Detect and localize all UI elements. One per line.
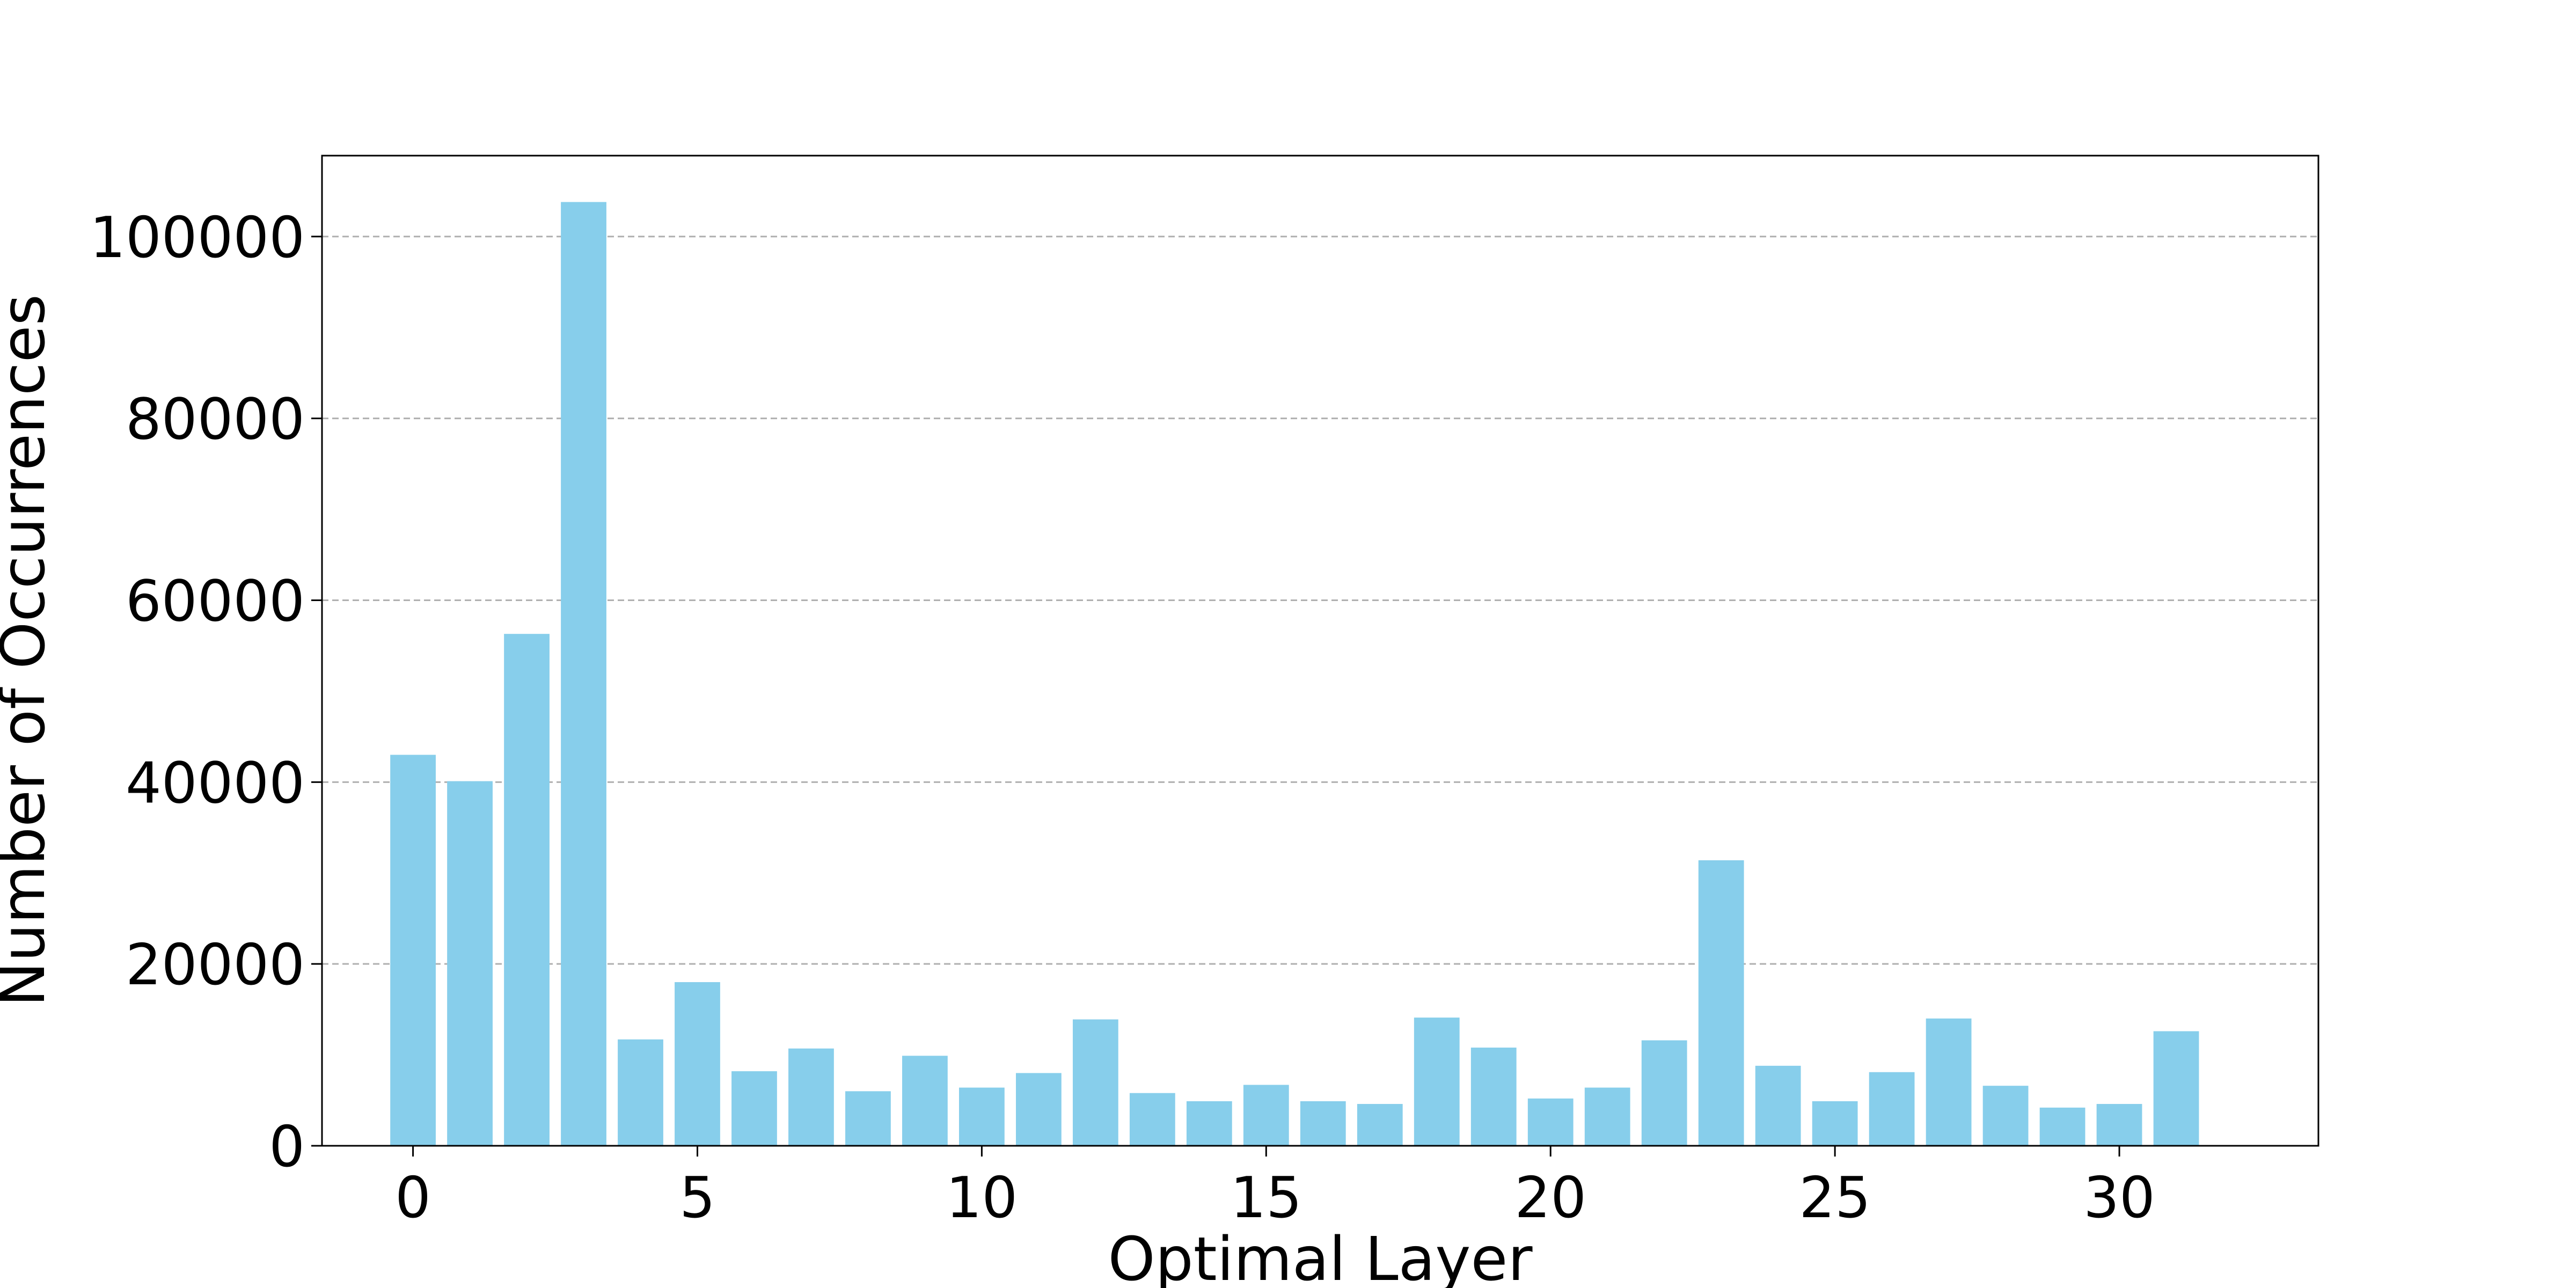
bar — [504, 634, 550, 1146]
bar — [1186, 1101, 1232, 1146]
bar — [2153, 1031, 2199, 1146]
plot-frame — [321, 155, 2319, 1147]
bar — [675, 982, 720, 1146]
bar — [1982, 1086, 2029, 1146]
x-tick-label: 0 — [395, 1165, 431, 1231]
bar — [1015, 1073, 1062, 1146]
bar — [731, 1071, 777, 1146]
bar — [1812, 1101, 1858, 1146]
bar — [447, 781, 493, 1146]
bar — [845, 1091, 891, 1146]
y-tick-label: 100000 — [90, 205, 305, 270]
bar — [1414, 1018, 1460, 1146]
y-tick-label: 20000 — [126, 932, 305, 998]
bar — [902, 1056, 948, 1146]
y-axis-ticks: 0 20000 40000 60000 80000 100000 — [90, 205, 322, 1180]
grid-lines — [322, 236, 2318, 965]
bar — [1129, 1093, 1175, 1146]
bar — [1357, 1104, 1403, 1146]
bar — [1072, 1019, 1118, 1146]
y-tick-label: 0 — [269, 1114, 305, 1180]
bar — [1243, 1085, 1289, 1146]
bar — [1869, 1072, 1915, 1146]
x-tick-label: 5 — [679, 1165, 715, 1231]
x-tick-label: 25 — [1799, 1165, 1871, 1231]
bar — [1300, 1101, 1346, 1146]
bar — [618, 1039, 663, 1146]
bar — [1755, 1065, 1801, 1146]
bar — [1698, 860, 1744, 1146]
bar — [959, 1087, 1005, 1146]
bar — [788, 1048, 834, 1146]
x-tick-label: 10 — [946, 1165, 1018, 1231]
bar — [2039, 1107, 2085, 1146]
x-tick-label: 15 — [1231, 1165, 1302, 1231]
bar — [390, 755, 436, 1146]
y-tick-label: 60000 — [126, 568, 305, 634]
x-tick-label: 20 — [1514, 1165, 1586, 1231]
x-axis-label: Optimal Layer — [1108, 1225, 1533, 1288]
bar — [1527, 1098, 1574, 1146]
bar — [2096, 1104, 2142, 1146]
bar — [1584, 1087, 1630, 1146]
x-tick-label: 30 — [2083, 1165, 2155, 1231]
y-tick-label: 40000 — [126, 750, 305, 816]
bar — [1641, 1040, 1687, 1146]
x-axis-ticks: 0 5 10 15 20 25 30 — [395, 1146, 2155, 1231]
bar — [561, 202, 606, 1146]
y-axis-label: Number of Occurrences — [0, 294, 58, 1007]
bar — [1926, 1018, 1972, 1146]
bars — [390, 202, 2199, 1146]
bar — [1470, 1048, 1517, 1146]
y-tick-label: 80000 — [126, 387, 305, 452]
